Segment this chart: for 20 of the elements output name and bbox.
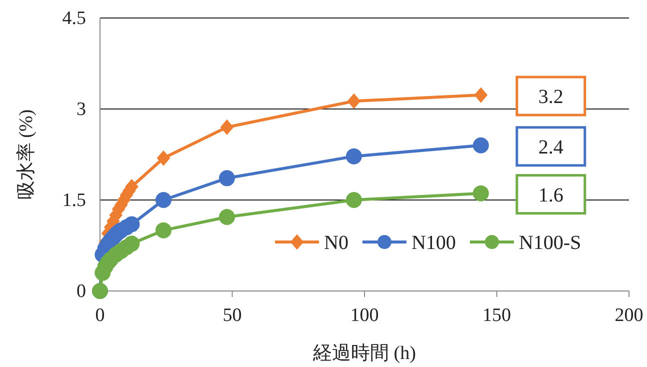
annotation: 3.2 [516, 76, 586, 116]
x-tick-label: 100 [350, 305, 379, 326]
y-tick-label: 4.5 [62, 8, 86, 29]
x-axis-title: 経過時間 (h) [312, 343, 416, 364]
annotation: 1.6 [516, 174, 586, 215]
y-tick-label: 0 [76, 281, 86, 302]
y-tick-label: 3 [76, 99, 86, 120]
y-tick-label: 1.5 [62, 190, 86, 211]
x-tick-label: 150 [482, 305, 511, 326]
annotation: 1.6 [538, 184, 564, 206]
x-tick-label: 50 [222, 305, 242, 326]
x-tick-label: 200 [614, 305, 644, 326]
x-tick-label: 0 [95, 305, 105, 326]
legend-label: N100 [411, 232, 456, 254]
y-axis-title: 吸水率 (%) [15, 109, 37, 200]
annotation: 3.2 [538, 86, 564, 108]
legend-label: N100-S [518, 232, 582, 254]
annotation: 2.4 [538, 136, 564, 158]
legend-label: N0 [324, 232, 348, 254]
annotation: 2.4 [516, 126, 586, 167]
